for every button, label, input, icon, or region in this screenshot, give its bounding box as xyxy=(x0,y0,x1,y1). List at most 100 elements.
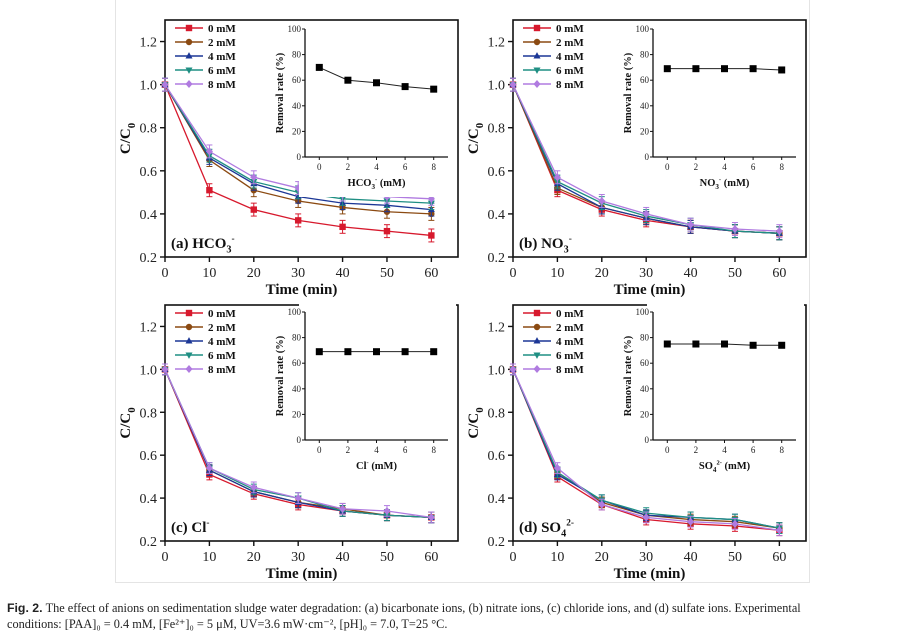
x-tick-label: 30 xyxy=(291,550,305,565)
y-tick-label: 0.4 xyxy=(488,492,506,507)
y-axis-title-text: C/C0 xyxy=(118,407,138,439)
inset-data-point xyxy=(401,348,409,356)
legend-label: 2 mM xyxy=(556,37,584,49)
x-axis-title: Time (min) xyxy=(266,282,338,298)
y-tick-label: 0.6 xyxy=(488,165,506,180)
legend-label: 6 mM xyxy=(556,65,584,77)
inset-y-tick-label: 80 xyxy=(640,50,650,60)
y-tick-label: 1.2 xyxy=(140,320,158,335)
series-8-mM xyxy=(161,363,435,524)
legend-marker xyxy=(185,323,193,331)
x-tick-label: 10 xyxy=(202,266,216,281)
inset-data-point xyxy=(663,340,671,348)
inset-y-tick-label: 100 xyxy=(636,307,650,317)
legend-marker xyxy=(533,309,541,317)
x-tick-label: 0 xyxy=(162,266,169,281)
inset-x-tick-label: 6 xyxy=(751,445,756,455)
data-point xyxy=(294,217,302,224)
inset-y-axis-title: Removal rate (%) xyxy=(623,52,634,133)
inset-x-tick-label: 0 xyxy=(665,445,670,455)
inset-data-point xyxy=(344,348,352,356)
data-point xyxy=(427,513,435,522)
x-tick-label: 60 xyxy=(424,550,438,565)
legend-marker xyxy=(533,337,541,344)
y-tick-label: 0.6 xyxy=(140,449,158,464)
series-0-mM xyxy=(161,77,435,243)
data-point xyxy=(250,483,258,492)
x-tick-label: 30 xyxy=(639,266,653,281)
inset-x-axis-title: SO42- (mM) xyxy=(699,459,751,474)
y-tick-label: 0.2 xyxy=(140,251,158,266)
data-point xyxy=(428,232,435,239)
inset-x-axis-title: NO3- (mM) xyxy=(700,176,750,191)
legend-marker xyxy=(533,38,541,46)
inset-y-tick-label: 100 xyxy=(288,307,302,317)
data-point xyxy=(206,187,213,194)
panel-label: (c) Cl- xyxy=(171,518,210,536)
data-point xyxy=(161,365,169,374)
x-tick-label: 10 xyxy=(202,550,216,565)
inset-chart: 0 20 40 60 80 100 0 2 4 6 8 Cl- (mM) Removal rate (%… xyxy=(275,304,456,480)
legend-label: 8 mM xyxy=(556,364,584,376)
y-axis-title: C/C0 xyxy=(466,407,486,439)
inset-data-point xyxy=(430,348,438,356)
inset-y-tick-label: 100 xyxy=(636,24,650,34)
y-tick-label: 0.6 xyxy=(488,449,506,464)
legend-marker xyxy=(533,323,541,331)
x-tick-label: 60 xyxy=(424,266,438,281)
inset-x-tick-label: 6 xyxy=(403,162,408,172)
x-axis-title: Time (min) xyxy=(266,566,338,582)
legend-marker xyxy=(533,52,541,59)
y-tick-label: 1.2 xyxy=(140,36,158,51)
inset-data-point xyxy=(721,340,728,348)
x-tick-label: 40 xyxy=(336,550,350,565)
legend-label: 0 mM xyxy=(556,23,584,35)
inset-x-tick-label: 8 xyxy=(779,162,784,172)
figure-caption: Fig. 2. The effect of anions on sediment… xyxy=(7,600,917,632)
inset-y-tick-label: 20 xyxy=(640,409,650,419)
inset-x-tick-label: 4 xyxy=(374,445,379,455)
plot-frame xyxy=(512,19,807,258)
inset-y-tick-label: 0 xyxy=(297,435,302,445)
inset-chart: 0 20 40 60 80 100 0 2 4 6 8 HCO3- (mM) Removal rate … xyxy=(275,21,456,197)
legend-marker xyxy=(185,67,193,74)
series-8-mM xyxy=(161,77,435,206)
data-point xyxy=(731,224,739,233)
data-point xyxy=(553,464,561,473)
data-point xyxy=(598,500,606,509)
inset-x-tick-label: 2 xyxy=(346,162,351,172)
inset-y-tick-label: 80 xyxy=(640,333,650,343)
x-tick-label: 40 xyxy=(684,550,698,565)
plot-frame xyxy=(164,19,459,258)
y-tick-label: 1.0 xyxy=(488,79,506,94)
data-point xyxy=(509,365,517,374)
inset-y-tick-label: 40 xyxy=(640,101,650,111)
y-tick-label: 0.4 xyxy=(488,208,506,223)
inset-background xyxy=(647,21,804,197)
panel-label: (d) SO42- xyxy=(519,518,574,539)
legend-marker xyxy=(533,67,541,74)
inset-x-tick-label: 6 xyxy=(751,162,756,172)
inset-data-point xyxy=(401,83,409,91)
inset-y-tick-label: 40 xyxy=(292,101,302,111)
inset-chart: 0 20 40 60 80 100 0 2 4 6 8 NO3- (mM) Removal rate (… xyxy=(623,21,804,197)
legend-label: 4 mM xyxy=(556,51,584,63)
y-tick-label: 0.4 xyxy=(140,492,158,507)
data-point xyxy=(775,526,783,535)
legend-label: 2 mM xyxy=(208,322,236,334)
y-tick-label: 0.4 xyxy=(140,208,158,223)
data-point xyxy=(250,173,258,182)
inset-y-axis-title: Removal rate (%) xyxy=(275,52,286,133)
inset-x-tick-label: 8 xyxy=(779,445,784,455)
legend-label: 2 mM xyxy=(208,37,236,49)
data-point xyxy=(294,494,302,503)
y-tick-label: 0.8 xyxy=(140,122,158,137)
inset-y-tick-label: 0 xyxy=(297,152,302,162)
inset-y-tick-label: 20 xyxy=(640,126,650,136)
panel-label: (a) HCO3- xyxy=(171,234,235,255)
inset-y-tick-label: 100 xyxy=(288,24,302,34)
data-point xyxy=(383,227,391,235)
y-tick-label: 0.2 xyxy=(488,251,506,266)
y-tick-label: 0.2 xyxy=(140,535,158,550)
